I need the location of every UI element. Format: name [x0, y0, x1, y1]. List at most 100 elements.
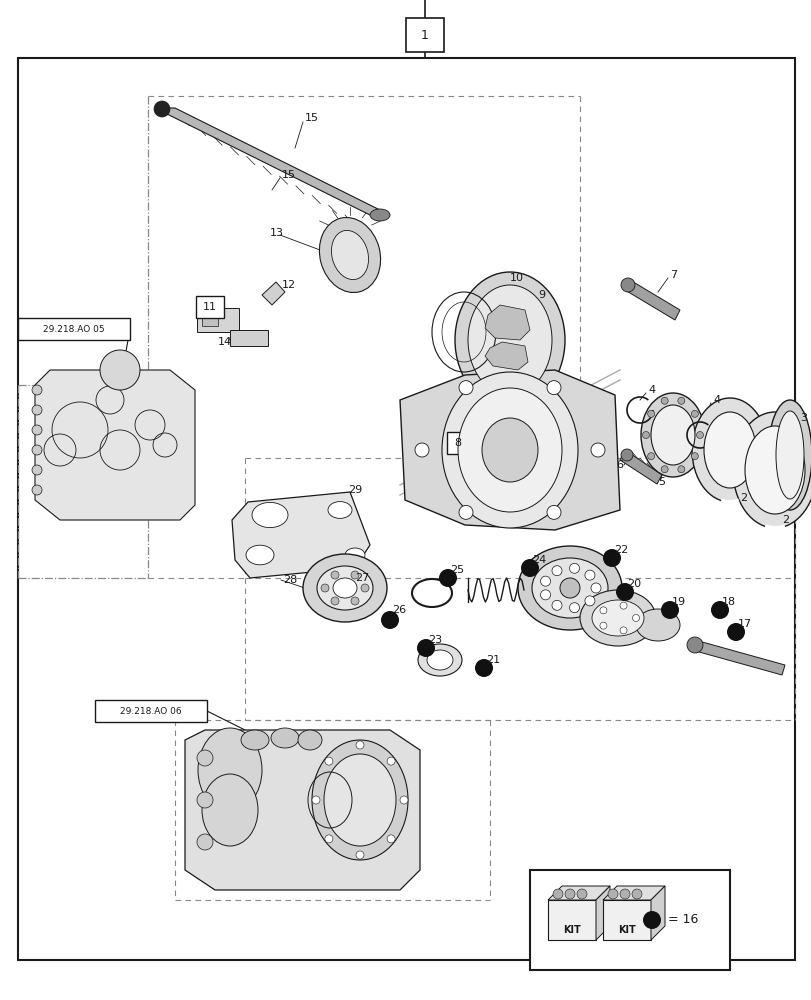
Ellipse shape — [241, 730, 268, 750]
Circle shape — [677, 466, 684, 473]
Circle shape — [311, 796, 320, 804]
Text: 11: 11 — [203, 302, 217, 312]
Polygon shape — [185, 730, 419, 890]
Circle shape — [631, 889, 642, 899]
Ellipse shape — [331, 230, 368, 280]
Circle shape — [590, 583, 600, 593]
Text: 12: 12 — [281, 280, 296, 290]
Text: 23: 23 — [427, 635, 441, 645]
Ellipse shape — [370, 209, 389, 221]
Text: 20: 20 — [626, 579, 641, 589]
Polygon shape — [547, 900, 595, 940]
Text: 7: 7 — [669, 270, 676, 280]
Polygon shape — [400, 370, 620, 530]
Text: 25: 25 — [449, 565, 464, 575]
Ellipse shape — [251, 502, 288, 528]
Circle shape — [616, 583, 633, 601]
Circle shape — [620, 602, 626, 609]
Polygon shape — [691, 640, 784, 675]
Bar — [18, 318, 130, 340]
Text: 28: 28 — [283, 575, 297, 585]
Circle shape — [540, 576, 550, 586]
Circle shape — [642, 911, 660, 929]
Text: 27: 27 — [354, 573, 369, 583]
Ellipse shape — [303, 554, 387, 622]
Circle shape — [331, 597, 338, 605]
Ellipse shape — [635, 609, 679, 641]
Circle shape — [603, 549, 620, 567]
Polygon shape — [620, 450, 661, 484]
Circle shape — [324, 757, 333, 765]
Text: 26: 26 — [392, 605, 406, 615]
Circle shape — [660, 466, 667, 473]
Text: 17: 17 — [737, 619, 751, 629]
Circle shape — [32, 425, 42, 435]
Ellipse shape — [517, 546, 621, 630]
Circle shape — [32, 485, 42, 495]
Ellipse shape — [650, 405, 694, 465]
Ellipse shape — [775, 411, 803, 499]
Circle shape — [154, 101, 169, 117]
Ellipse shape — [640, 393, 704, 477]
Circle shape — [355, 851, 363, 859]
Circle shape — [726, 623, 744, 641]
Ellipse shape — [482, 418, 538, 482]
Ellipse shape — [319, 217, 380, 293]
Circle shape — [474, 659, 492, 677]
Text: 14: 14 — [217, 337, 232, 347]
Ellipse shape — [202, 774, 258, 846]
Circle shape — [439, 569, 457, 587]
Ellipse shape — [333, 578, 357, 598]
Polygon shape — [484, 342, 527, 370]
Ellipse shape — [328, 502, 351, 518]
Text: 15: 15 — [281, 170, 296, 180]
Ellipse shape — [744, 426, 804, 514]
Circle shape — [620, 449, 633, 461]
Circle shape — [564, 889, 574, 899]
Ellipse shape — [441, 372, 577, 528]
Text: 21: 21 — [486, 655, 500, 665]
Circle shape — [458, 505, 473, 519]
Circle shape — [632, 614, 639, 621]
Ellipse shape — [531, 558, 607, 618]
Ellipse shape — [427, 650, 453, 670]
Text: 19: 19 — [672, 597, 685, 607]
Ellipse shape — [767, 400, 811, 510]
Circle shape — [547, 505, 560, 519]
Circle shape — [350, 571, 358, 579]
Ellipse shape — [467, 285, 551, 395]
Bar — [530, 870, 729, 970]
Text: 1: 1 — [421, 29, 428, 42]
Polygon shape — [232, 492, 370, 578]
Ellipse shape — [316, 566, 372, 610]
Circle shape — [547, 381, 560, 395]
Circle shape — [690, 453, 697, 460]
Text: 15: 15 — [305, 113, 319, 123]
Circle shape — [660, 397, 667, 404]
Circle shape — [642, 432, 649, 438]
Bar — [95, 700, 207, 722]
Ellipse shape — [454, 272, 564, 408]
Ellipse shape — [457, 388, 561, 512]
Circle shape — [560, 578, 579, 598]
Ellipse shape — [324, 754, 396, 846]
Circle shape — [387, 757, 395, 765]
Text: KIT: KIT — [563, 925, 580, 935]
Bar — [195, 296, 224, 318]
Circle shape — [355, 741, 363, 749]
Text: 18: 18 — [721, 597, 736, 607]
Text: 4: 4 — [647, 385, 654, 395]
Ellipse shape — [246, 545, 273, 565]
Circle shape — [100, 350, 139, 390]
Circle shape — [569, 603, 579, 613]
Circle shape — [551, 600, 561, 610]
Text: 4: 4 — [712, 395, 719, 405]
Bar — [406, 18, 444, 52]
Ellipse shape — [691, 398, 767, 502]
Ellipse shape — [345, 548, 365, 562]
Bar — [446, 432, 469, 454]
Text: 6: 6 — [616, 460, 622, 470]
Bar — [202, 312, 217, 326]
Bar — [197, 308, 238, 332]
Circle shape — [197, 750, 212, 766]
